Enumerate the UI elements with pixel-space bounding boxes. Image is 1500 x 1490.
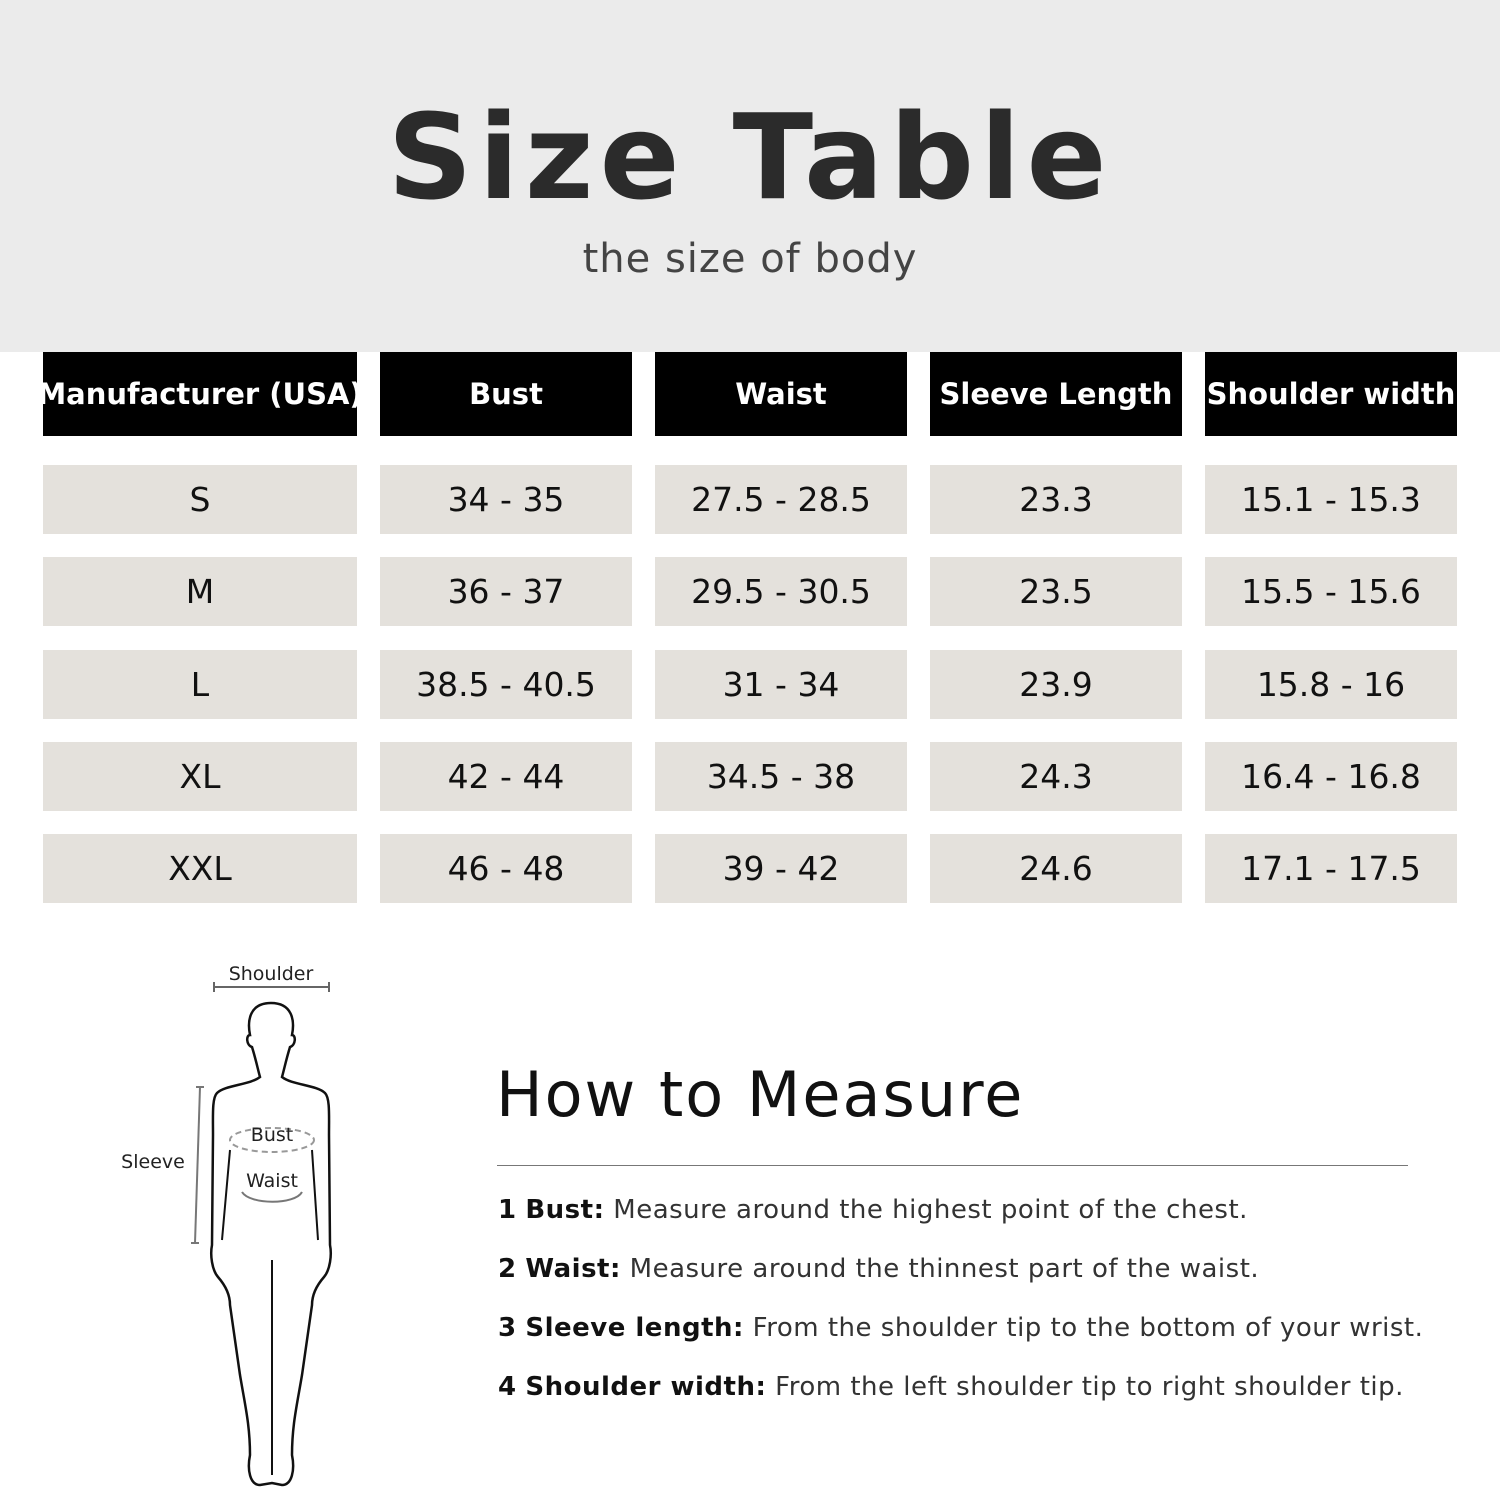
column-header: Shoulder width bbox=[1205, 352, 1457, 436]
step-term: Bust: bbox=[525, 1195, 605, 1225]
table-cell: 29.5 - 30.5 bbox=[655, 557, 907, 626]
column-header: Sleeve Length bbox=[930, 352, 1182, 436]
how-to-measure-title: How to Measure bbox=[496, 1058, 1025, 1131]
table-cell: 23.9 bbox=[930, 650, 1182, 719]
table-cell: 17.1 - 17.5 bbox=[1205, 834, 1457, 903]
header-band bbox=[0, 0, 1500, 352]
body-measurement-figure: Shoulder Sleeve Bust Waist bbox=[121, 963, 332, 1487]
column-header: Waist bbox=[655, 352, 907, 436]
table-cell: 34.5 - 38 bbox=[655, 742, 907, 811]
table-cell: 15.1 - 15.3 bbox=[1205, 465, 1457, 534]
column-header: Manufacturer (USA) bbox=[37, 352, 363, 436]
measure-step: 3 Sleeve length: From the shoulder tip t… bbox=[498, 1313, 1423, 1343]
step-number: 4 bbox=[498, 1372, 517, 1402]
table-cell: 42 - 44 bbox=[380, 742, 632, 811]
table-cell: 36 - 37 bbox=[380, 557, 632, 626]
table-cell: 24.3 bbox=[930, 742, 1182, 811]
table-cell: 39 - 42 bbox=[655, 834, 907, 903]
step-text: From the shoulder tip to the bottom of y… bbox=[752, 1313, 1424, 1343]
table-cell: XL bbox=[43, 742, 357, 811]
column-header: Bust bbox=[380, 352, 632, 436]
page-title: Size Table bbox=[387, 88, 1113, 226]
step-term: Waist: bbox=[525, 1254, 621, 1284]
waist-label: Waist bbox=[246, 1170, 298, 1192]
table-cell: 15.5 - 15.6 bbox=[1205, 557, 1457, 626]
step-number: 2 bbox=[498, 1254, 517, 1284]
sleeve-label: Sleeve bbox=[121, 1151, 185, 1173]
measure-step: 2 Waist: Measure around the thinnest par… bbox=[498, 1254, 1259, 1284]
shoulder-label: Shoulder bbox=[229, 963, 314, 985]
divider bbox=[497, 1165, 1408, 1166]
step-term: Shoulder width: bbox=[525, 1372, 767, 1402]
step-number: 3 bbox=[498, 1313, 517, 1343]
step-text: Measure around the highest point of the … bbox=[613, 1195, 1248, 1225]
step-number: 1 bbox=[498, 1195, 517, 1225]
step-term: Sleeve length: bbox=[525, 1313, 744, 1343]
table-cell: 38.5 - 40.5 bbox=[380, 650, 632, 719]
table-cell: 34 - 35 bbox=[380, 465, 632, 534]
table-cell: 31 - 34 bbox=[655, 650, 907, 719]
table-cell: 27.5 - 28.5 bbox=[655, 465, 907, 534]
table-cell: 46 - 48 bbox=[380, 834, 632, 903]
table-cell: L bbox=[43, 650, 357, 719]
page-subtitle: the size of body bbox=[582, 236, 918, 282]
table-cell: 23.3 bbox=[930, 465, 1182, 534]
table-cell: M bbox=[43, 557, 357, 626]
table-cell: XXL bbox=[43, 834, 357, 903]
table-cell: 16.4 - 16.8 bbox=[1205, 742, 1457, 811]
table-cell: 24.6 bbox=[930, 834, 1182, 903]
step-text: From the left shoulder tip to right shou… bbox=[775, 1372, 1404, 1402]
measure-step: 1 Bust: Measure around the highest point… bbox=[498, 1195, 1248, 1225]
measure-step: 4 Shoulder width: From the left shoulder… bbox=[498, 1372, 1404, 1402]
step-text: Measure around the thinnest part of the … bbox=[629, 1254, 1260, 1284]
table-cell: 23.5 bbox=[930, 557, 1182, 626]
table-cell: 15.8 - 16 bbox=[1205, 650, 1457, 719]
table-cell: S bbox=[43, 465, 357, 534]
bust-label: Bust bbox=[251, 1124, 293, 1146]
